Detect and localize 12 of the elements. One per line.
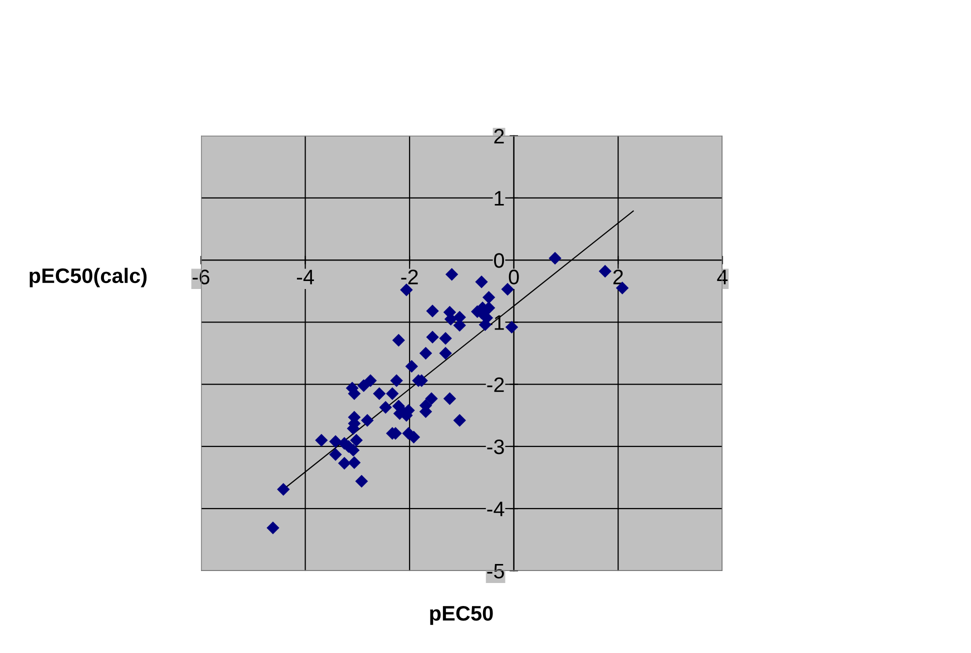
- y-tick-label: -3: [487, 439, 504, 454]
- y-axis-title: pEC50(calc): [30, 268, 147, 288]
- y-tick-label: 1: [494, 191, 504, 206]
- x-tick-label: 4: [717, 270, 728, 284]
- x-tick-label: -2: [401, 270, 418, 284]
- x-axis-title: pEC50: [430, 606, 493, 625]
- y-tick-label: -2: [487, 377, 504, 392]
- y-tick-label: -4: [487, 502, 504, 516]
- y-tick-label: 2: [494, 128, 504, 144]
- x-tick-label: 0: [508, 270, 519, 284]
- y-tick-label: 0: [494, 253, 504, 268]
- x-tick-label: -4: [296, 270, 314, 284]
